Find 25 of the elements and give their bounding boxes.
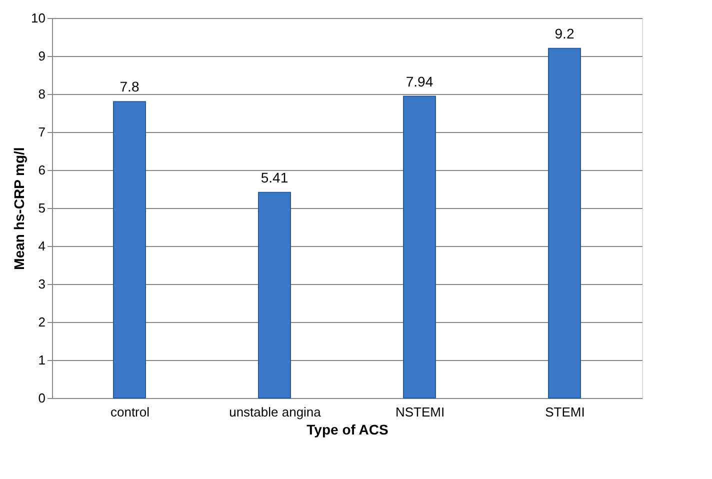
x-tick-label: unstable angina	[229, 404, 322, 420]
data-label: 7.8	[120, 78, 140, 95]
bar	[548, 48, 581, 398]
data-label: 7.94	[406, 73, 434, 90]
y-tick-label: 2	[38, 314, 46, 330]
y-tick-label: 10	[31, 10, 46, 26]
x-tick-label: control	[110, 404, 150, 420]
x-axis-title: Type of ACS	[306, 422, 388, 438]
x-tick-label: NSTEMI	[395, 404, 445, 420]
data-label: 9.2	[554, 25, 574, 42]
bar	[113, 101, 146, 398]
y-axis-title: Mean hs-CRP mg/l	[11, 147, 28, 270]
y-tick-label: 5	[38, 200, 46, 216]
bar	[403, 96, 436, 398]
x-tick-label: STEMI	[545, 404, 585, 420]
y-tick-label: 4	[38, 238, 46, 254]
y-tick-label: 9	[38, 48, 46, 64]
y-tick-label: 8	[38, 86, 46, 102]
data-label: 5.41	[260, 169, 288, 186]
y-tick-label: 7	[38, 124, 46, 140]
y-tick-label: 0	[38, 390, 46, 406]
y-tick-label: 6	[38, 162, 46, 178]
y-tick-label: 3	[38, 276, 46, 292]
bar	[258, 192, 291, 398]
y-tick-label: 1	[38, 352, 46, 368]
